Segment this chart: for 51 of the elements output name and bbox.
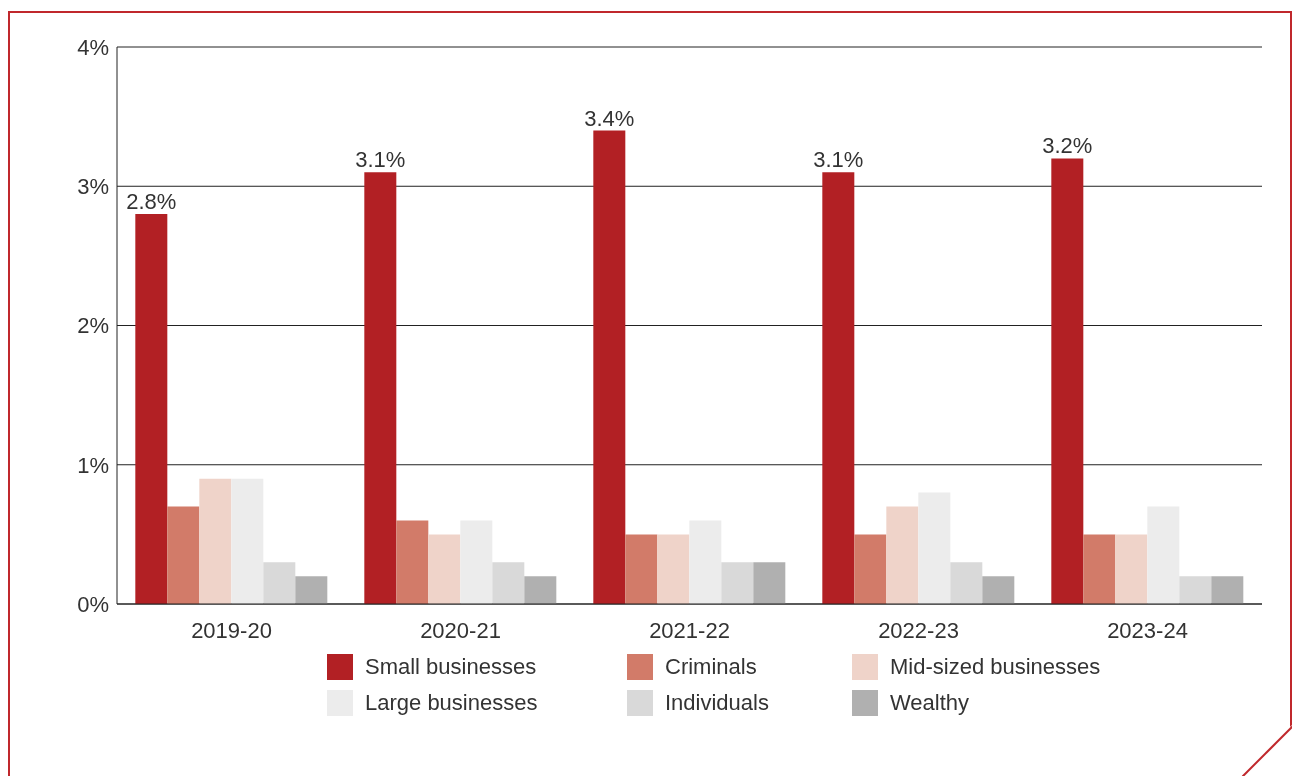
x-tick-label: 2019-20 bbox=[191, 617, 272, 643]
bar bbox=[135, 214, 168, 604]
bar bbox=[295, 576, 328, 604]
bar bbox=[657, 534, 690, 604]
bar bbox=[854, 534, 887, 604]
bar bbox=[689, 520, 722, 604]
bar bbox=[231, 478, 264, 604]
bar bbox=[428, 534, 461, 604]
bar bbox=[524, 576, 557, 604]
bar bbox=[1115, 534, 1148, 604]
bar bbox=[460, 520, 493, 604]
bar bbox=[1051, 158, 1084, 604]
data-label: 3.1% bbox=[355, 147, 406, 173]
data-label: 2.8% bbox=[126, 189, 177, 215]
bar bbox=[1083, 534, 1116, 604]
bar bbox=[625, 534, 658, 604]
bar bbox=[982, 576, 1015, 604]
data-label: 3.4% bbox=[584, 105, 635, 131]
x-tick-label: 2020-21 bbox=[420, 617, 501, 643]
legend-label: Mid-sized businesses bbox=[890, 654, 1101, 680]
bar bbox=[396, 520, 429, 604]
y-tick-label: 0% bbox=[77, 591, 109, 617]
y-tick-label: 2% bbox=[77, 313, 109, 339]
bar bbox=[492, 562, 525, 604]
bar bbox=[199, 478, 232, 604]
bar bbox=[167, 506, 200, 604]
data-label: 3.1% bbox=[813, 147, 864, 173]
x-tick-label: 2023-24 bbox=[1107, 617, 1188, 643]
y-tick-label: 3% bbox=[77, 174, 109, 200]
legend-label: Small businesses bbox=[365, 654, 537, 680]
bar bbox=[950, 562, 983, 604]
bar bbox=[753, 562, 786, 604]
legend-label: Large businesses bbox=[365, 690, 538, 716]
y-tick-label: 4% bbox=[77, 34, 109, 60]
bar bbox=[263, 562, 296, 604]
bar bbox=[364, 172, 397, 604]
legend-label: Wealthy bbox=[890, 690, 970, 716]
bar bbox=[918, 492, 951, 604]
legend-label: Criminals bbox=[665, 654, 757, 680]
bar bbox=[1211, 576, 1244, 604]
x-tick-label: 2021-22 bbox=[649, 617, 730, 643]
y-tick-label: 1% bbox=[77, 452, 109, 478]
bar bbox=[1179, 576, 1212, 604]
legend-label: Individuals bbox=[665, 690, 769, 716]
bar bbox=[593, 130, 626, 604]
data-label: 3.2% bbox=[1042, 133, 1093, 159]
x-tick-label: 2022-23 bbox=[878, 617, 959, 643]
bar bbox=[822, 172, 855, 604]
bar bbox=[1147, 506, 1180, 604]
bar bbox=[721, 562, 754, 604]
bar bbox=[886, 506, 919, 604]
